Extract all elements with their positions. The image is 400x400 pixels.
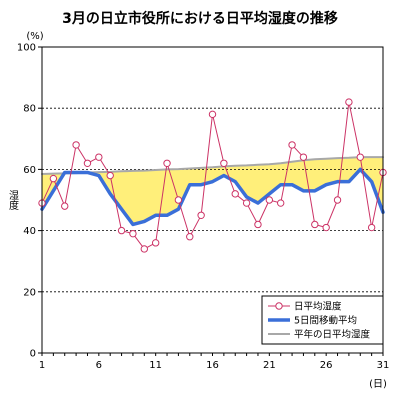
daily-humidity-point	[265, 196, 274, 204]
legend-label-moving-average: 5日間移動平均	[294, 315, 357, 327]
y-unit-label: (%)	[26, 31, 43, 42]
daily-humidity-point	[61, 202, 69, 210]
x-tick-label: 26	[320, 360, 333, 371]
daily-humidity-point	[117, 226, 126, 235]
daily-humidity-point	[151, 239, 160, 247]
daily-humidity-point	[95, 153, 103, 161]
daily-humidity-point	[311, 220, 319, 229]
daily-humidity-point	[208, 110, 217, 119]
legend-marker-daily	[275, 302, 283, 310]
daily-humidity-point	[322, 223, 330, 232]
normal-humidity-line	[41, 156, 384, 175]
y-tick-label: 80	[23, 104, 36, 115]
daily-humidity-point	[197, 211, 205, 220]
daily-humidity-point	[174, 196, 183, 204]
daily-humidity-point	[72, 141, 80, 149]
daily-humidity-point	[345, 98, 353, 106]
x-tick-label: 1	[39, 360, 45, 371]
y-tick-label: 20	[23, 287, 36, 298]
y-tick-label: 60	[23, 165, 36, 176]
daily-humidity-point	[367, 223, 376, 232]
moving-average-line	[40, 167, 385, 227]
daily-humidity-point	[186, 233, 194, 241]
daily-humidity-point	[288, 141, 296, 149]
x-tick-label: 31	[377, 360, 390, 371]
below-normal-fill-area	[42, 157, 383, 225]
chart-title: 3月の日立市役所における日平均湿度の推移	[62, 11, 338, 27]
daily-humidity-point	[129, 229, 137, 238]
x-tick-label: 6	[96, 360, 102, 371]
x-tick-label: 16	[206, 360, 219, 371]
daily-humidity-point	[333, 196, 342, 204]
series-layer	[38, 98, 387, 253]
x-tick-label: 11	[149, 360, 162, 371]
y-tick-label: 100	[17, 43, 36, 54]
legend-label-daily: 日平均湿度	[294, 301, 342, 313]
daily-humidity-point	[106, 171, 114, 180]
daily-humidity-point	[220, 159, 228, 167]
daily-humidity-point	[242, 199, 251, 207]
below-normal-fill-layer	[42, 157, 383, 225]
daily-humidity-point	[83, 159, 92, 167]
y-axis-label: 湿度	[7, 190, 19, 211]
y-tick-label: 40	[23, 226, 36, 237]
daily-humidity-point	[231, 190, 239, 198]
daily-humidity-point	[299, 153, 308, 161]
daily-humidity-point	[140, 245, 149, 253]
x-tick-label: 21	[263, 360, 276, 371]
x-unit-label: (日)	[369, 379, 387, 390]
daily-humidity-point	[277, 199, 285, 207]
grid-layer	[42, 107, 383, 293]
daily-humidity-point	[49, 174, 58, 183]
daily-humidity-point	[356, 153, 364, 161]
daily-humidity-point	[254, 220, 262, 229]
legend-label-normal: 平年の日平均湿度	[294, 329, 371, 341]
y-tick-label: 0	[30, 349, 36, 360]
daily-humidity-point	[163, 159, 171, 167]
